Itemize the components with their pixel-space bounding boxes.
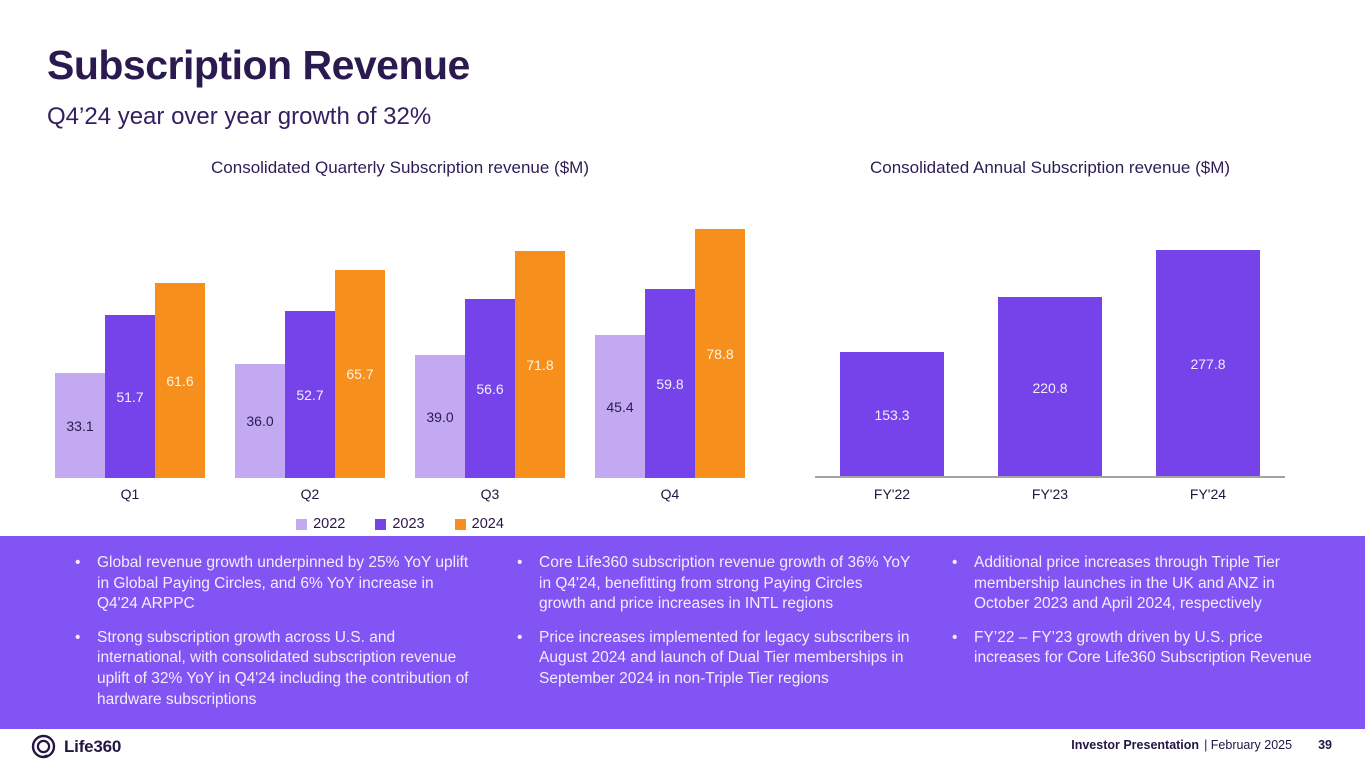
commentary-column-1: Global revenue growth underpinned by 25%…	[70, 553, 470, 729]
bar-value-label: 52.7	[296, 386, 324, 403]
bars: 36.0 52.7 65.7	[235, 200, 385, 478]
legend-swatch-icon	[454, 518, 466, 530]
category-label: Q4	[660, 486, 680, 502]
bar-2022-Q2: 36.0	[235, 364, 285, 478]
bar-group-FY24: 277.8 FY'24	[1156, 200, 1260, 502]
bar-value-label: 277.8	[1190, 356, 1226, 372]
bullet-item: FY’22 – FY’23 growth driven by U.S. pric…	[947, 628, 1332, 669]
quarterly-revenue-chart: Consolidated Quarterly Subscription reve…	[55, 158, 745, 532]
bullet-list: Core Life360 subscription revenue growth…	[512, 553, 912, 690]
bar-value-label: 39.0	[426, 408, 454, 425]
bar-value-label: 33.1	[66, 417, 94, 434]
legend-item-2023: 2023	[375, 516, 425, 532]
legend-label: 2022	[313, 516, 346, 532]
bar-Annual-subscription-revenue-FY24: 277.8	[1156, 250, 1260, 478]
bullet-item: Global revenue growth underpinned by 25%…	[70, 553, 470, 615]
bullet-item: Core Life360 subscription revenue growth…	[512, 553, 912, 615]
bar-value-label: 71.8	[526, 356, 554, 373]
brand-name: Life360	[64, 736, 122, 756]
bar-group-Q4: 45.4 59.8 78.8 Q4	[595, 200, 745, 502]
bar-Annual-subscription-revenue-FY23: 220.8	[998, 297, 1102, 478]
footer-caption: Investor Presentation | February 2025 39	[1071, 738, 1332, 752]
commentary-column-3: Additional price increases through Tripl…	[947, 553, 1332, 729]
bullet-item: Price increases implemented for legacy s…	[512, 628, 912, 690]
page-title: Subscription Revenue	[47, 42, 470, 88]
bullet-item: Additional price increases through Tripl…	[947, 553, 1332, 615]
bar-group-Q1: 33.1 51.7 61.6 Q1	[55, 200, 205, 502]
bar-2024-Q3: 71.8	[515, 251, 565, 478]
legend-swatch-icon	[375, 518, 387, 530]
slide-header: Subscription Revenue Q4’24 year over yea…	[47, 42, 470, 131]
legend-item-2022: 2022	[296, 516, 345, 532]
annual-chart-title: Consolidated Annual Subscription revenue…	[869, 158, 1231, 177]
commentary-column-2: Core Life360 subscription revenue growth…	[512, 553, 912, 729]
bullet-list: Additional price increases through Tripl…	[947, 553, 1332, 669]
bar-2023-Q4: 59.8	[645, 289, 695, 478]
bar-2024-Q4: 78.8	[695, 229, 745, 478]
page-number: 39	[1318, 738, 1332, 752]
category-label: Q2	[300, 486, 320, 502]
category-label: FY'22	[873, 486, 911, 502]
bar-2024-Q1: 61.6	[155, 283, 205, 478]
bar-group-FY22: 153.3 FY'22	[840, 200, 944, 502]
category-label: Q1	[120, 486, 140, 502]
bar-group-Q2: 36.0 52.7 65.7 Q2	[235, 200, 385, 502]
bars: 39.0 56.6 71.8	[415, 200, 565, 478]
bar-value-label: 51.7	[116, 388, 144, 405]
bar-2023-Q1: 51.7	[105, 315, 155, 478]
legend-swatch-icon	[296, 518, 308, 530]
quarterly-chart-plot: 33.1 51.7 61.6 Q1 36.0 52.7 65.7 Q2 39.0 56.6 71.8…	[55, 200, 745, 502]
quarterly-chart-title: Consolidated Quarterly Subscription reve…	[211, 158, 589, 177]
page-subtitle: Q4’24 year over year growth of 32%	[47, 103, 432, 130]
bar-value-label: 36.0	[246, 413, 274, 429]
life360-logo-icon	[31, 734, 56, 759]
footer-presentation-label: Investor Presentation	[1071, 738, 1200, 752]
commentary-band: Global revenue growth underpinned by 25%…	[0, 536, 1365, 729]
legend-label: 2024	[471, 516, 504, 532]
category-label: FY'23	[1031, 486, 1069, 502]
legend-item-2024: 2024	[454, 516, 504, 532]
x-axis-line	[815, 476, 1285, 478]
bars: 45.4 59.8 78.8	[595, 200, 745, 478]
bar-value-label: 78.8	[706, 345, 734, 362]
bar-value-label: 45.4	[606, 398, 634, 415]
footer-date-label: | February 2025	[1204, 738, 1293, 752]
bar-value-label: 65.7	[346, 366, 374, 382]
life360-logo: Life360	[30, 733, 121, 760]
bar-value-label: 153.3	[874, 407, 910, 423]
bar-group-FY23: 220.8 FY'23	[998, 200, 1102, 502]
bar-2022-Q4: 45.4	[595, 335, 645, 478]
bar-value-label: 220.8	[1032, 379, 1068, 396]
legend-label: 2023	[392, 516, 425, 532]
bar-value-label: 61.6	[166, 372, 194, 389]
bar-Annual-subscription-revenue-FY22: 153.3	[840, 352, 944, 478]
bars: 277.8	[1156, 200, 1260, 478]
bars: 33.1 51.7 61.6	[55, 200, 205, 478]
bar-group-Q3: 39.0 56.6 71.8 Q3	[415, 200, 565, 502]
category-label: FY'24	[1189, 486, 1227, 502]
bar-value-label: 59.8	[656, 375, 684, 392]
category-label: Q3	[480, 486, 500, 502]
bullet-list: Global revenue growth underpinned by 25%…	[70, 553, 470, 710]
annual-chart-plot: 153.3 FY'22 220.8 FY'23 277.8 FY'24	[815, 200, 1285, 502]
bar-2023-Q3: 56.6	[465, 299, 515, 478]
bar-value-label: 56.6	[476, 380, 504, 397]
bar-2023-Q2: 52.7	[285, 311, 335, 478]
bars: 220.8	[998, 200, 1102, 478]
annual-revenue-chart: Consolidated Annual Subscription revenue…	[815, 158, 1285, 502]
bullet-item: Strong subscription growth across U.S. a…	[70, 628, 470, 710]
bar-2024-Q2: 65.7	[335, 270, 385, 478]
bars: 153.3	[840, 200, 944, 478]
bar-2022-Q1: 33.1	[55, 373, 105, 478]
chart-legend: 2022 2023 2024	[55, 516, 745, 532]
bar-2022-Q3: 39.0	[415, 355, 465, 478]
